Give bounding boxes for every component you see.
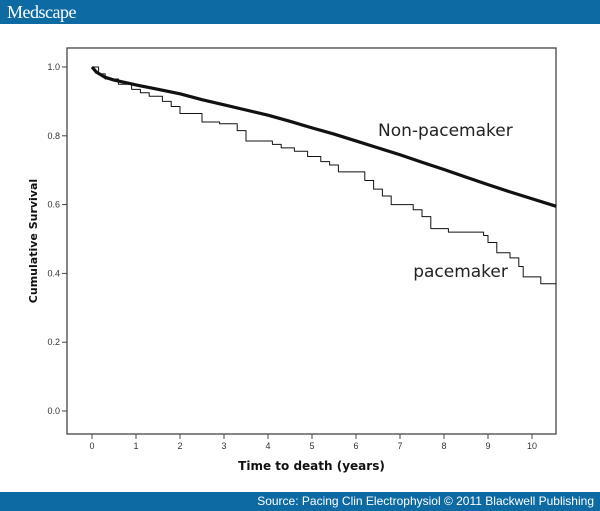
plot-frame [66,47,557,435]
annotation-label: pacemaker [413,262,508,282]
y-tick-label: 0.2 [47,337,60,347]
source-citation: Source: Pacing Clin Electrophysiol © 201… [257,494,594,508]
x-tick-label: 7 [397,441,402,451]
footer-bar: Source: Pacing Clin Electrophysiol © 201… [0,492,600,511]
y-tick-label: 1.0 [47,62,60,72]
x-tick-label: 3 [221,441,226,451]
y-tick-label: 0.6 [47,200,60,210]
x-tick-label: 0 [89,441,94,451]
x-tick-label: 10 [527,441,537,451]
medscape-logo[interactable]: Medscape [7,2,76,22]
annotation-label: Non-pacemaker [378,121,513,141]
x-tick-label: 2 [177,441,182,451]
x-tick-label: 9 [485,441,490,451]
header-bar: Medscape [0,0,600,24]
x-tick-label: 6 [353,441,358,451]
y-tick-label: 0.4 [47,268,60,278]
y-tick-label: 0.0 [47,406,60,416]
x-tick-label: 5 [309,441,314,451]
series-line-non-pacemaker [90,65,557,208]
x-axis-label: Time to death (years) [238,459,385,473]
x-tick-label: 1 [133,441,138,451]
x-tick-label: 8 [441,441,446,451]
y-axis-label: Cumulative Survival [27,179,40,303]
series-line-pacemaker [92,66,557,285]
x-tick-label: 4 [265,441,270,451]
y-tick-label: 0.8 [47,131,60,141]
